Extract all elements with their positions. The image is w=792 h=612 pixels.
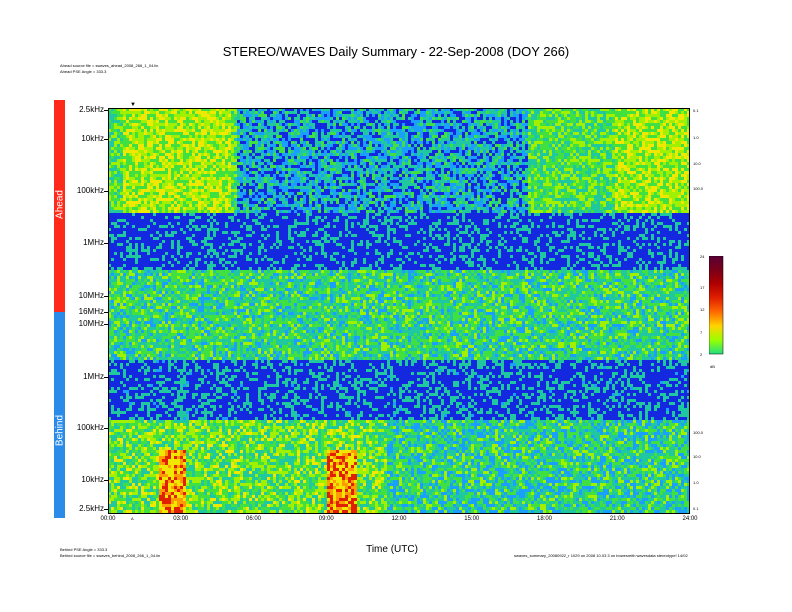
behind-right-tick: 1.0 xyxy=(693,480,699,485)
behind-freq-tick-mark xyxy=(104,480,108,481)
spectrogram xyxy=(108,108,690,514)
colorbar-tick: 2 xyxy=(700,352,702,357)
behind-freq-tick-mark xyxy=(104,324,108,325)
behind-freq-tick: 1MHz xyxy=(50,372,104,381)
ahead-freq-tick: 100kHz xyxy=(50,186,104,195)
ahead-right-tick: 100.0 xyxy=(693,186,703,191)
ahead-freq-tick-mark xyxy=(104,312,108,313)
behind-freq-tick: 10kHz xyxy=(50,475,104,484)
ahead-freq-tick: 2.5kHz xyxy=(50,105,104,114)
behind-freq-tick: 10MHz xyxy=(50,319,104,328)
marker-a: A xyxy=(131,516,134,521)
colorbar-tick: 7 xyxy=(700,330,702,335)
behind-right-tick: 10.0 xyxy=(693,454,701,459)
behind-right-tick: 100.0 xyxy=(693,430,703,435)
top-marker: ▼ xyxy=(130,102,136,108)
behind-freq-tick-mark xyxy=(104,509,108,510)
x-axis-label: Time (UTC) xyxy=(332,544,452,555)
chart-title: STEREO/WAVES Daily Summary - 22-Sep-2008… xyxy=(0,44,792,59)
behind-freq-tick-mark xyxy=(104,377,108,378)
ahead-right-tick: 1.0 xyxy=(693,135,699,140)
ahead-freq-tick-mark xyxy=(104,110,108,111)
ahead-pse-angle: Ahead PSE Angle = 333.3 xyxy=(60,69,106,74)
ahead-freq-tick: 1MHz xyxy=(50,238,104,247)
generation-info: swaves_summary_20080922_r 1029 on 2008 1… xyxy=(514,553,688,558)
ahead-freq-tick-mark xyxy=(104,243,108,244)
x-tick-label: 24:00 xyxy=(670,516,710,522)
x-tick-label: 15:00 xyxy=(452,516,492,522)
behind-freq-tick-mark xyxy=(104,428,108,429)
x-tick-label: 06:00 xyxy=(234,516,274,522)
x-tick-label: 03:00 xyxy=(161,516,201,522)
ahead-freq-tick: 16MHz xyxy=(50,307,104,316)
spectrogram-cells xyxy=(108,108,690,514)
ahead-freq-tick-mark xyxy=(104,296,108,297)
behind-side-bar xyxy=(54,312,65,518)
colorbar-tick: 12 xyxy=(700,307,704,312)
ahead-right-tick: 10.0 xyxy=(693,161,701,166)
behind-right-tick: 0.1 xyxy=(693,506,699,511)
colorbar-tick: 17 xyxy=(700,285,704,290)
ahead-right-tick: 0.1 xyxy=(693,108,699,113)
ahead-freq-tick: 10kHz xyxy=(50,134,104,143)
ahead-side-label: Ahead xyxy=(55,175,66,235)
colorbar xyxy=(709,256,724,355)
x-tick-label: 00:00 xyxy=(88,516,128,522)
ahead-side-bar xyxy=(54,100,65,312)
spectrogram-frame xyxy=(108,108,690,514)
behind-freq-tick: 100kHz xyxy=(50,423,104,432)
x-tick-label: 09:00 xyxy=(306,516,346,522)
x-tick-label: 21:00 xyxy=(597,516,637,522)
behind-pse-angle: Behind PSE Angle = 333.3 xyxy=(60,547,107,552)
behind-source-file: Behind source file = swaves_behind_2008_… xyxy=(60,553,160,558)
behind-freq-tick: 2.5kHz xyxy=(50,504,104,513)
colorbar-unit: dB xyxy=(710,364,715,369)
colorbar-tick: 24 xyxy=(700,254,704,259)
x-tick-label: 12:00 xyxy=(379,516,419,522)
x-tick-label: 18:00 xyxy=(525,516,565,522)
ahead-source-file: Ahead source file = swaves_ahead_2008_26… xyxy=(60,63,158,68)
ahead-freq-tick-mark xyxy=(104,139,108,140)
ahead-freq-tick-mark xyxy=(104,191,108,192)
ahead-freq-tick: 10MHz xyxy=(50,291,104,300)
